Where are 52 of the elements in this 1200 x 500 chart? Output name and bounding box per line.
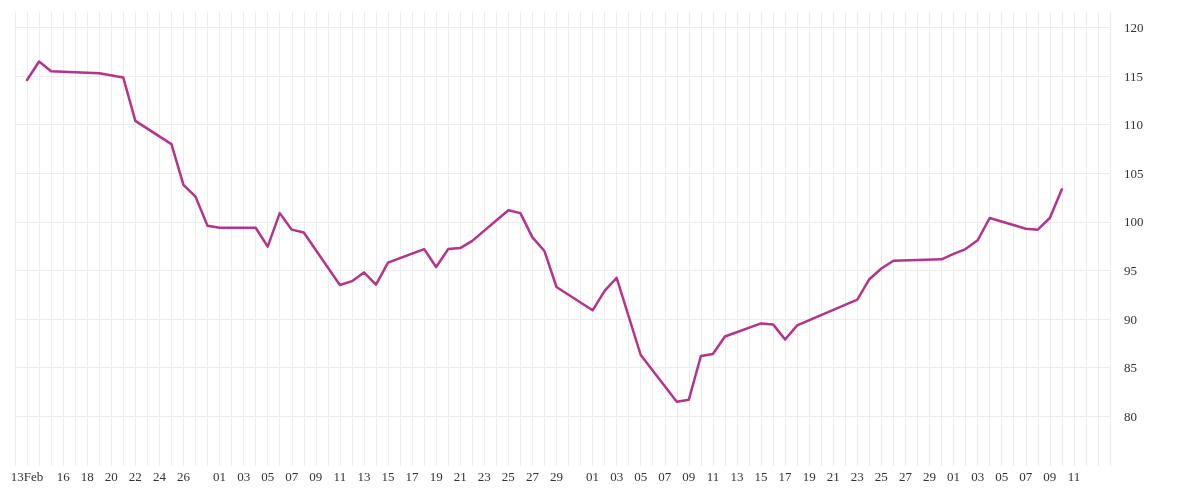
- x-tick-label: 19: [429, 469, 443, 484]
- x-tick-label: 20: [104, 469, 118, 484]
- x-tick-label: 07: [1019, 469, 1033, 484]
- x-tick-label: 09: [1043, 469, 1057, 484]
- x-tick-label: 13Feb: [10, 469, 44, 484]
- x-tick-label: 01: [947, 469, 961, 484]
- y-tick-label: 95: [1124, 262, 1137, 278]
- x-tick-label: 01: [213, 469, 227, 484]
- x-tick-label: 21: [453, 469, 467, 484]
- y-tick-label: 90: [1124, 311, 1137, 327]
- y-tick-label: 115: [1124, 68, 1144, 84]
- x-tick-label: 01: [586, 469, 600, 484]
- x-tick-label: 13: [730, 469, 744, 484]
- x-tick-label: 17: [778, 469, 793, 484]
- x-tick-label: 05: [995, 469, 1009, 484]
- x-tick-label: 05: [261, 469, 275, 484]
- x-tick-label: 18: [80, 469, 94, 484]
- x-tick-label: 19: [802, 469, 816, 484]
- x-tick-label: 03: [237, 469, 251, 484]
- x-tick-label: 21: [826, 469, 840, 484]
- x-tick-label: 23: [850, 469, 864, 484]
- x-tick-label: 29: [923, 469, 937, 484]
- x-tick-label: 11: [706, 469, 720, 484]
- x-tick-label: 15: [754, 469, 768, 484]
- x-tick-label: 09: [682, 469, 696, 484]
- y-tick-label: 80: [1124, 408, 1137, 424]
- x-tick-label: 27: [898, 469, 913, 484]
- x-tick-label: 16: [56, 469, 71, 484]
- x-tick-label: 22: [128, 469, 142, 484]
- x-tick-label: 11: [333, 469, 347, 484]
- x-tick-label: 07: [658, 469, 672, 484]
- x-tick-label: 17: [405, 469, 420, 484]
- x-tick-label: 15: [381, 469, 395, 484]
- x-tick-label: 03: [971, 469, 985, 484]
- x-tick-label: 29: [549, 469, 563, 484]
- x-tick-label: 27: [525, 469, 540, 484]
- y-tick-label: 120: [1124, 20, 1144, 36]
- y-tick-label: 100: [1124, 214, 1144, 230]
- x-tick-label: 03: [610, 469, 624, 484]
- y-tick-label: 110: [1124, 117, 1144, 133]
- x-tick-label: 26: [176, 469, 191, 484]
- x-tick-label: 23: [477, 469, 491, 484]
- x-tick-label: 07: [285, 469, 299, 484]
- x-tick-label: 25: [501, 469, 515, 484]
- x-tick-label: 11: [1067, 469, 1081, 484]
- x-tick-label: 05: [634, 469, 648, 484]
- x-tick-label: 09: [309, 469, 323, 484]
- x-tick-label: 13: [357, 469, 371, 484]
- x-tick-label: 24: [152, 469, 167, 484]
- x-tick-label: 25: [874, 469, 888, 484]
- y-tick-label: 105: [1124, 165, 1144, 181]
- y-tick-label: 85: [1124, 360, 1137, 376]
